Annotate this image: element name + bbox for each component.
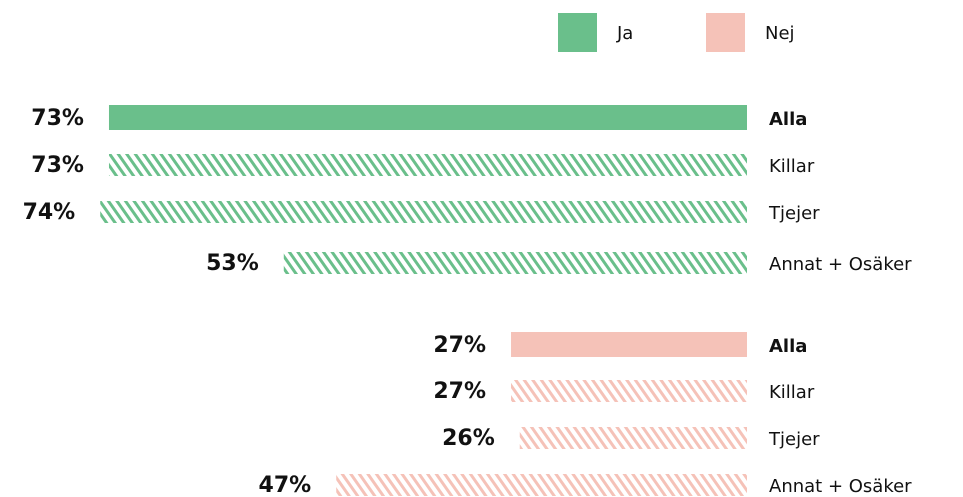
category-label: Annat + Osäker [769,254,912,275]
category-label: Killar [769,156,815,177]
legend-label: Nej [765,23,795,44]
category-label: Killar [769,382,815,403]
bar [100,201,748,223]
category-label: Alla [769,336,807,357]
value-label: 27% [433,333,486,358]
bar [108,105,748,130]
bar [336,474,747,496]
value-label: 47% [259,473,312,497]
bar [511,332,747,357]
category-label: Tjejer [768,429,820,450]
value-label: 73% [31,106,84,131]
bar [108,154,748,176]
bar [511,380,747,402]
legend-swatch [558,13,597,52]
value-label: 26% [442,426,495,451]
bar [283,252,747,274]
value-label: 27% [433,379,486,404]
category-label: Tjejer [768,203,820,224]
category-label: Alla [769,109,807,130]
category-label: Annat + Osäker [769,476,912,497]
legend-label: Ja [616,23,633,44]
value-label: 74% [23,200,76,225]
legend-swatch [706,13,745,52]
value-label: 53% [206,251,259,276]
bar [519,427,747,449]
value-label: 73% [31,153,84,178]
